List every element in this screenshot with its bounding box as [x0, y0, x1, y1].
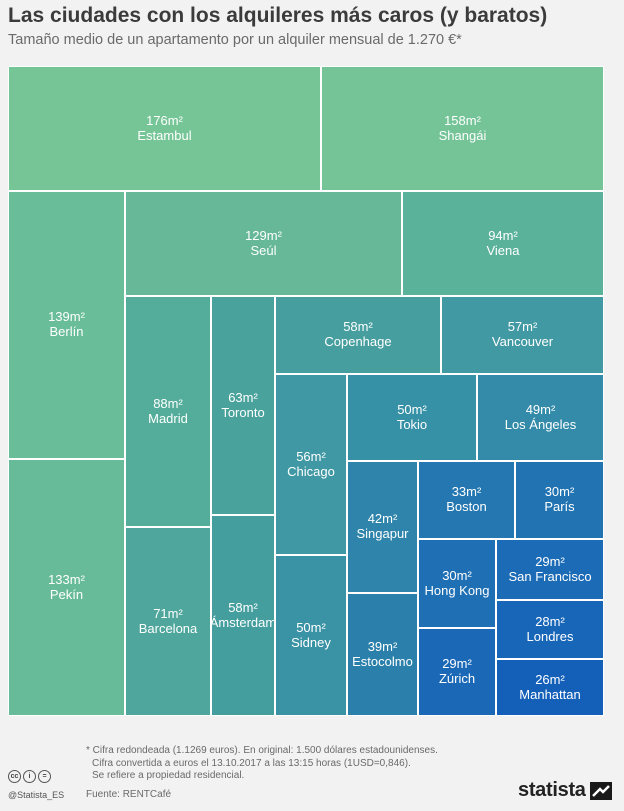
treemap-tile: 42m² Singapur [347, 461, 418, 593]
tile-value: 158m² [444, 112, 481, 128]
tile-city: Madrid [148, 410, 188, 426]
treemap-tile: 26m² Manhattan [496, 659, 604, 716]
treemap-tile: 58m² Copenhage [275, 296, 441, 374]
tile-value: 56m² [296, 448, 326, 464]
tile-city: Hong Kong [424, 582, 490, 598]
tile-value: 57m² [507, 319, 538, 335]
footnote: * Cifra redondeada (1.1269 euros). En or… [86, 745, 438, 756]
social-handle: @Statista_ES [8, 790, 65, 800]
tile-value: 129m² [245, 227, 282, 243]
tile-value: 26m² [535, 671, 565, 687]
tile-city: San Francisco [508, 568, 592, 584]
tile-value: 39m² [367, 638, 398, 654]
treemap-tile: 57m² Vancouver [441, 296, 604, 374]
tile-value: 50m² [397, 401, 427, 417]
treemap-tile: 33m² Boston [418, 461, 515, 539]
tile-value: 29m² [535, 553, 565, 569]
treemap-tile: 29m² San Francisco [496, 539, 604, 600]
tile-value: 42m² [367, 511, 398, 527]
treemap-tile: 139m² Berlín [8, 191, 125, 459]
treemap-tile: 29m² Zúrich [418, 628, 496, 716]
no-derivatives-icon: = [38, 770, 51, 783]
tile-city: Shangái [438, 127, 487, 143]
tile-value: 139m² [48, 309, 85, 325]
tile-value: 33m² [451, 484, 482, 500]
tile-city: Copenhage [324, 334, 392, 349]
treemap-tile: 56m² Chicago [275, 374, 347, 555]
tile-city: Pekín [49, 586, 84, 602]
statista-logo-icon [589, 781, 612, 800]
cc-icon: cc [8, 770, 21, 783]
tile-city: Zúrich [438, 671, 476, 686]
treemap-tile: 50m² Tokio [347, 374, 477, 461]
tile-value: 30m² [544, 484, 575, 500]
chart-subtitle: Tamaño medio de un apartamento por un al… [8, 32, 462, 48]
footnote: Cifra convertida a euros el 13.10.2017 a… [92, 757, 411, 769]
tile-value: 176m² [146, 112, 183, 128]
tile-value: 29m² [442, 656, 472, 672]
tile-city: Tokio [396, 416, 428, 432]
attribution-icon: i [23, 770, 36, 783]
treemap-tile: 133m² Pekín [8, 459, 125, 716]
source-note: Fuente: RENTCafé [86, 789, 172, 800]
footnote: Se refiere a propiedad residencial. [92, 770, 245, 781]
treemap-tile: 129m² Seúl [125, 191, 402, 296]
tile-value: 58m² [228, 599, 258, 615]
treemap-tile: 49m² Los Ángeles [477, 374, 604, 461]
tile-value: 88m² [153, 395, 183, 411]
tile-value: 50m² [296, 619, 326, 635]
license-icons: cc i = [8, 770, 51, 783]
tile-city: Londres [526, 628, 574, 644]
treemap-tile: 39m² Estocolmo [347, 593, 418, 716]
tile-city: Chicago [287, 463, 335, 479]
tile-value: 49m² [525, 401, 556, 417]
tile-city: Singapur [356, 526, 409, 541]
tile-city: Ámsterdam [209, 614, 277, 630]
tile-city: París [544, 499, 575, 514]
footnotes: * Cifra redondeada (1.1269 euros). En or… [86, 745, 438, 783]
tile-city: Estambul [137, 127, 192, 143]
statista-logo[interactable]: statista [518, 779, 612, 802]
treemap-tile: 30m² Hong Kong [418, 539, 496, 628]
treemap-tile: 88m² Madrid [125, 296, 211, 527]
tile-city: Viena [486, 242, 520, 258]
tile-value: 28m² [535, 613, 565, 629]
tile-value: 58m² [343, 319, 373, 335]
treemap-tile: 176m² Estambul [8, 66, 321, 191]
tile-value: 71m² [153, 605, 183, 621]
tile-city: Los Ángeles [504, 416, 577, 432]
treemap-tile: 158m² Shangái [321, 66, 604, 191]
treemap-tile: 71m² Barcelona [125, 527, 211, 716]
treemap-tile: 30m² París [515, 461, 604, 539]
tile-value: 63m² [228, 389, 258, 405]
tile-city: Sidney [291, 634, 331, 650]
tile-city: Barcelona [138, 620, 198, 636]
treemap-tile: 58m² Ámsterdam [209, 515, 277, 716]
tile-city: Boston [446, 499, 487, 514]
tile-value: 94m² [488, 227, 518, 243]
brand-name: statista [518, 779, 586, 801]
tile-city: Toronto [221, 404, 265, 420]
tile-value: 30m² [442, 567, 472, 583]
tile-city: Berlín [49, 324, 84, 339]
treemap-tile: 94m² Viena [402, 191, 604, 296]
tile-city: Seúl [250, 242, 277, 258]
tile-city: Estocolmo [352, 653, 413, 669]
treemap-tile: 50m² Sidney [275, 555, 347, 716]
tile-city: Vancouver [491, 334, 554, 349]
treemap-tile: 28m² Londres [496, 600, 604, 659]
treemap-tile: 63m² Toronto [211, 296, 275, 515]
chart-title: Las ciudades con los alquileres más caro… [8, 4, 548, 27]
tile-city: Manhattan [519, 686, 581, 702]
tile-value: 133m² [48, 571, 85, 587]
